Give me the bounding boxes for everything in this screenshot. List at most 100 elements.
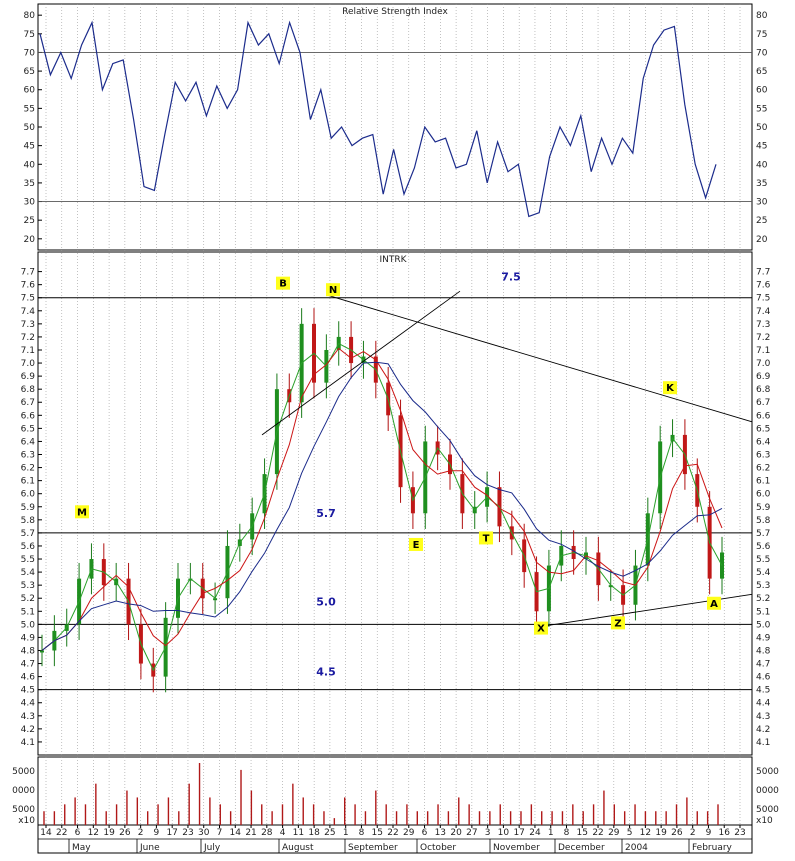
point-marker	[276, 276, 290, 290]
price-tick-label-left: 6.2	[21, 464, 35, 474]
day-label: 9	[154, 828, 160, 838]
day-label: 6	[422, 828, 428, 838]
price-tick-label-left: 6.7	[21, 398, 35, 408]
price-tick-label-right: 6.5	[756, 424, 770, 434]
price-tick-label-left: 4.5	[21, 686, 35, 696]
rsi-tick-label-left: 55	[24, 104, 35, 114]
rsi-tick-label-left: 80	[24, 11, 36, 21]
price-tick-label-right: 5.9	[756, 503, 771, 513]
rsi-tick-label-right: 45	[756, 142, 767, 152]
day-label: 15	[577, 828, 588, 838]
price-tick-label-left: 7.1	[21, 346, 35, 356]
day-label: 2	[690, 828, 696, 838]
price-tick-label-right: 5.2	[756, 594, 770, 604]
rsi-tick-label-right: 65	[756, 67, 767, 77]
price-tick-label-left: 6.9	[21, 372, 36, 382]
day-label: 29	[403, 828, 415, 838]
day-label: 25	[324, 828, 335, 838]
rsi-tick-label-left: 65	[24, 67, 35, 77]
price-title: INTRK	[379, 255, 407, 265]
price-tick-label-right: 4.5	[756, 686, 770, 696]
rsi-tick-label-left: 45	[24, 142, 35, 152]
point-label: E	[413, 540, 420, 551]
price-tick-label-right: 5.1	[756, 607, 770, 617]
rsi-tick-label-right: 40	[756, 160, 768, 170]
price-tick-label-left: 6.8	[21, 385, 36, 395]
rsi-panel: 20 20 25 25 30 30 35 35 40 40 45 45 50 50 55 55 60 60 65 65…	[24, 7, 768, 245]
price-frame	[37, 251, 753, 756]
point-marker	[611, 616, 625, 630]
price-tick-label-left: 6.5	[21, 424, 35, 434]
day-label: 19	[655, 828, 667, 838]
point-label: A	[710, 599, 718, 610]
rsi-tick-label-right: 35	[756, 179, 767, 189]
price-tick-label-left: 5.2	[21, 594, 35, 604]
day-label: 28	[261, 828, 273, 838]
price-tick-label-left: 7.2	[21, 333, 35, 343]
rising-trendline	[261, 290, 461, 436]
price-tick-label-left: 4.4	[21, 699, 36, 709]
month-label: June	[139, 843, 160, 853]
day-label: 15	[372, 828, 383, 838]
month-label: December	[558, 843, 605, 853]
price-tick-label-right: 7.5	[756, 294, 770, 304]
price-tick-label-right: 4.4	[756, 699, 771, 709]
rsi-title: Relative Strength Index	[342, 7, 448, 17]
price-tick-label-left: 7.0	[21, 359, 36, 369]
price-tick-label-right: 6.4	[756, 437, 771, 447]
rsi-tick-label-left: 20	[24, 235, 36, 245]
day-label: 19	[103, 828, 115, 838]
day-label: 18	[308, 828, 320, 838]
rsi-tick-label-right: 50	[756, 123, 768, 133]
point-marker	[326, 283, 340, 297]
month-label: September	[348, 843, 398, 853]
price-tick-label-left: 4.2	[21, 725, 35, 735]
price-tick-label-right: 5.6	[756, 542, 771, 552]
price-tick-label-right: 6.3	[756, 451, 770, 461]
day-label: 10	[498, 828, 510, 838]
price-tick-label-right: 5.5	[756, 555, 770, 565]
day-label: 12	[88, 828, 99, 838]
price-tick-label-left: 5.4	[21, 568, 36, 578]
price-bar-body	[188, 578, 193, 581]
price-tick-label-left: 5.6	[21, 542, 36, 552]
day-label: 22	[387, 828, 398, 838]
point-label: N	[329, 285, 337, 296]
price-tick-label-left: 5.7	[21, 529, 35, 539]
price-tick-label-right: 4.1	[756, 738, 770, 748]
price-tick-label-right: 7.1	[756, 346, 770, 356]
point-label: B	[279, 279, 287, 290]
price-tick-label-left: 4.7	[21, 660, 35, 670]
volume-tick-label-right: 0000	[756, 786, 779, 796]
volume-tick-label-left: 0000	[12, 786, 35, 796]
price-bar-body	[213, 598, 218, 601]
price-tick-label-left: 7.4	[21, 307, 36, 317]
price-tick-label-right: 5.8	[756, 516, 771, 526]
price-tick-label-left: 7.5	[21, 294, 35, 304]
month-label: October	[420, 843, 456, 853]
day-label: 30	[198, 828, 210, 838]
price-tick-label-right: 5.0	[756, 620, 771, 630]
price-tick-label-right: 7.3	[756, 320, 770, 330]
day-label: 29	[608, 828, 620, 838]
point-marker	[663, 381, 677, 395]
rsi-frame	[37, 3, 753, 251]
rsi-tick-label-left: 70	[24, 48, 36, 58]
price-tick-label-left: 5.0	[21, 620, 36, 630]
price-panel: 4.1 4.1 4.2 4.2 4.3 4.3 4.4 4.4 4.5 4.5 4.6 4.6 4.7 4…	[21, 255, 771, 748]
resistance-trendline	[326, 294, 753, 423]
rsi-line	[39, 20, 717, 218]
point-marker	[534, 621, 548, 635]
volume-tick-label-right: x10	[756, 816, 773, 826]
price-tick-label-right: 4.6	[756, 673, 771, 683]
day-label: 23	[734, 828, 745, 838]
price-tick-label-left: 5.3	[21, 581, 35, 591]
rsi-tick-label-left: 30	[24, 198, 36, 208]
price-tick-label-right: 6.7	[756, 398, 770, 408]
month-label: May	[72, 843, 91, 853]
day-label: 3	[485, 828, 491, 838]
price-tick-label-left: 4.1	[21, 738, 35, 748]
rsi-tick-label-left: 50	[24, 123, 36, 133]
volume-tick-label-right: 5000	[756, 767, 779, 777]
